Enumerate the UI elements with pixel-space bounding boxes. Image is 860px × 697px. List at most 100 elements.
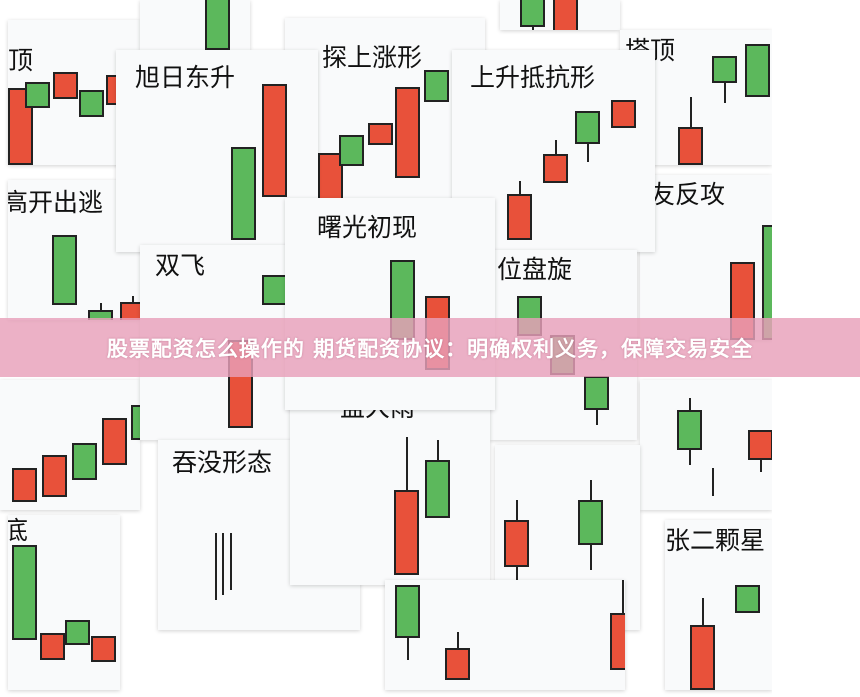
candle-wick <box>723 83 726 103</box>
pattern-card: 探上涨形 <box>285 18 485 200</box>
green-candle <box>12 545 37 640</box>
green-candle <box>584 376 609 410</box>
candle-wick <box>131 296 134 302</box>
green-candle <box>712 56 737 83</box>
candle-wick <box>515 500 518 520</box>
red-candle <box>12 468 37 502</box>
pattern-card: 上升抵抗形 <box>452 50 655 252</box>
red-candle <box>690 625 715 690</box>
green-candle <box>677 410 702 450</box>
green-candle <box>88 310 113 320</box>
pattern-name: 底 <box>8 516 29 545</box>
candle-wick <box>436 440 439 460</box>
pattern-name: 位盘旋 <box>497 255 573 284</box>
candle-wick <box>456 632 459 648</box>
pattern-card: 张二颗星 <box>665 520 772 690</box>
candle-wick <box>701 598 704 625</box>
pattern-name: 曙光初现 <box>317 213 418 242</box>
red-candle <box>543 154 568 183</box>
pattern-name: 双飞 <box>155 251 206 280</box>
green-candle <box>205 0 230 50</box>
pattern-name: 友反攻 <box>650 180 726 209</box>
pattern-card <box>140 0 250 50</box>
pattern-card: 友反攻 <box>640 175 772 340</box>
candle-wick <box>518 181 521 194</box>
green-candle <box>65 620 90 645</box>
pattern-card <box>640 380 772 510</box>
green-candle <box>745 44 770 97</box>
doji-line <box>215 545 217 547</box>
green-candle <box>520 0 545 27</box>
candle-wick <box>405 437 408 490</box>
pattern-name: 顶 <box>8 46 34 75</box>
red-candle <box>102 418 127 465</box>
red-candle <box>678 127 703 165</box>
pattern-name: 张二颗星 <box>665 526 766 555</box>
green-candle <box>425 460 450 518</box>
pattern-name: 探上涨形 <box>322 43 423 72</box>
banner-title: 股票配资怎么操作的 期货配资协议：明确权利义务，保障交易安全 <box>106 336 754 361</box>
red-candle <box>504 520 529 567</box>
red-candle <box>395 87 420 178</box>
red-candle <box>445 648 470 680</box>
pattern-name: 吞没形态 <box>172 448 273 477</box>
red-candle <box>553 0 578 30</box>
pattern-card <box>385 580 625 690</box>
candle-wick <box>554 140 557 154</box>
candle-wick <box>515 567 518 590</box>
candle-wick <box>215 547 217 600</box>
pattern-card: 盆大雨 <box>290 390 490 585</box>
candle-wick <box>406 638 409 660</box>
candle-wick <box>621 580 624 613</box>
candle-wick <box>688 398 691 410</box>
green-candle <box>575 111 600 144</box>
red-candle <box>42 455 67 497</box>
green-candle <box>395 585 420 638</box>
candle-wick <box>586 144 589 162</box>
red-candle <box>53 72 78 99</box>
green-candle <box>72 443 97 480</box>
candle-wick <box>589 545 592 570</box>
candle-wick <box>230 533 232 535</box>
red-candle <box>368 123 393 145</box>
candle-wick <box>531 27 534 30</box>
red-candle <box>120 302 140 320</box>
pattern-card <box>500 0 620 30</box>
green-candle <box>735 585 760 613</box>
pattern-card: 曙光初现 <box>285 198 495 410</box>
red-candle <box>40 633 65 660</box>
pattern-name: 高开出逃 <box>8 188 104 217</box>
candle-wick <box>595 410 598 425</box>
candle-wick <box>215 533 217 545</box>
candle-wick <box>759 460 762 472</box>
doji-line <box>712 468 714 496</box>
candle-wick <box>230 537 232 590</box>
candle-wick <box>688 450 691 465</box>
pattern-card: 底 <box>8 515 120 690</box>
pattern-name: 上升抵抗形 <box>470 63 596 92</box>
doji-line <box>230 535 232 537</box>
doji-line <box>222 540 224 542</box>
pattern-card: 旭日东升 <box>116 50 318 252</box>
red-candle <box>611 100 636 128</box>
red-candle <box>748 430 772 460</box>
green-candle <box>578 500 603 545</box>
green-candle <box>262 275 287 305</box>
green-candle <box>79 90 104 117</box>
green-candle <box>231 147 256 240</box>
red-candle <box>318 153 343 200</box>
red-candle <box>91 636 116 662</box>
candle-wick <box>99 303 102 310</box>
green-candle <box>339 135 364 166</box>
red-candle <box>8 88 33 165</box>
green-candle <box>131 405 140 440</box>
red-candle <box>394 490 419 575</box>
green-candle <box>25 82 50 108</box>
candle-wick <box>589 480 592 500</box>
green-candle <box>424 70 449 102</box>
pattern-name: 旭日东升 <box>135 63 236 92</box>
candle-wick <box>689 97 692 127</box>
pattern-card <box>0 380 140 510</box>
green-candle <box>52 235 77 305</box>
title-banner: 股票配资怎么操作的 期货配资协议：明确权利义务，保障交易安全 <box>0 318 860 377</box>
